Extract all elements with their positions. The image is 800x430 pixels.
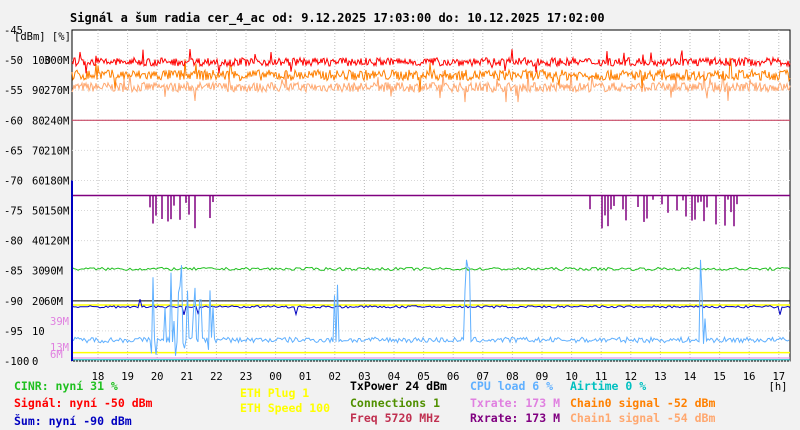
y-tick-dbm: -90 <box>4 296 23 308</box>
x-tick-label: 07 <box>476 371 489 383</box>
rate-label-39m: 39M <box>50 316 69 328</box>
y-tick-dbm: -85 <box>4 266 23 278</box>
y-tick-pct: 10 <box>32 326 45 338</box>
y-tick-rate: 210M <box>44 145 69 157</box>
y-tick-dbm: -45 <box>4 25 23 37</box>
x-tick-label: 21 <box>180 371 193 383</box>
x-tick-label: 15 <box>713 371 726 383</box>
y-tick-pct: 0 <box>32 356 38 368</box>
y-tick-pct: 80 <box>32 115 45 127</box>
y-tick-dbm: -55 <box>4 85 23 97</box>
x-tick-label: 13 <box>654 371 667 383</box>
x-tick-label: 23 <box>240 371 253 383</box>
y-tick-pct: 70 <box>32 145 45 157</box>
x-tick-label: 09 <box>536 371 549 383</box>
x-tick-label: 16 <box>743 371 756 383</box>
legend-connections: Connections 1 <box>350 396 441 410</box>
x-tick-label: 06 <box>447 371 460 383</box>
y-tick-dbm: -70 <box>4 175 23 187</box>
y-tick-rate: 90M <box>44 266 63 278</box>
y-tick-pct: 60 <box>32 175 45 187</box>
y-tick-pct: 20 <box>32 296 45 308</box>
y-tick-pct: 100 <box>32 55 51 67</box>
y-tick-dbm: -95 <box>4 326 23 338</box>
y-tick-rate: 120M <box>44 236 69 248</box>
legend-freq: Freq 5720 MHz <box>350 411 441 425</box>
y-tick-rate: 180M <box>44 175 69 187</box>
legend-signal: Signál: nyní -50 dBm <box>14 396 153 410</box>
rate-label-6m: 6M <box>50 349 63 361</box>
y-tick-pct: 50 <box>32 206 45 218</box>
x-tick-label: 22 <box>210 371 223 383</box>
chart-title: Signál a šum radia cer_4_ac od: 9.12.202… <box>70 11 605 25</box>
x-tick-label: 02 <box>328 371 341 383</box>
series-chain0 <box>71 57 791 92</box>
legend-eth-speed: ETH Speed 100 <box>240 401 331 415</box>
x-tick-label: 03 <box>358 371 371 383</box>
x-tick-label: 17 <box>772 371 785 383</box>
legend-chain1: Chain1 signal -54 dBm <box>570 411 716 425</box>
y-tick-dbm: -100 <box>4 356 29 368</box>
x-tick-label: 10 <box>565 371 578 383</box>
y-tick-rate: 60M <box>44 296 63 308</box>
y-tick-pct: 40 <box>32 236 45 248</box>
x-tick-label: 00 <box>269 371 282 383</box>
legend-txpower: TxPower 24 dBm <box>350 379 447 393</box>
y-unit-label: [dBm] [%] <box>14 31 71 43</box>
series-chain1 <box>71 70 791 103</box>
y-tick-dbm: -80 <box>4 236 23 248</box>
y-tick-rate: 150M <box>44 206 69 218</box>
legend-chain0: Chain0 signal -52 dBm <box>570 396 716 410</box>
y-tick-rate: 240M <box>44 115 69 127</box>
x-tick-label: 12 <box>624 371 637 383</box>
legend-cinr: CINR: nyní 31 % <box>14 379 118 393</box>
x-tick-label: 08 <box>506 371 519 383</box>
x-tick-label: 19 <box>121 371 134 383</box>
y-tick-dbm: -75 <box>4 206 23 218</box>
series-noise <box>71 299 791 317</box>
series-cinr <box>71 266 791 272</box>
x-tick-label: 04 <box>388 371 401 383</box>
y-tick-dbm: -65 <box>4 145 23 157</box>
legend-airtime: Airtime 0 % <box>570 379 647 393</box>
series-signal <box>71 48 791 74</box>
legend-noise: Šum: nyní -90 dBm <box>14 414 132 428</box>
series-cpu <box>71 259 790 356</box>
x-tick-label: 14 <box>684 371 697 383</box>
y-tick-dbm: -60 <box>4 115 23 127</box>
y-tick-dbm: -50 <box>4 55 23 67</box>
x-unit-label: [h] <box>769 381 788 393</box>
y-tick-pct: 30 <box>32 266 45 278</box>
y-tick-rate: 300M <box>44 55 69 67</box>
x-tick-label: 11 <box>595 371 608 383</box>
legend-txrate: Txrate: 173 M <box>470 396 561 410</box>
x-tick-label: 05 <box>417 371 430 383</box>
y-tick-rate: 270M <box>44 85 69 97</box>
x-tick-label: 20 <box>151 371 164 383</box>
rate-label-13m: 13M <box>50 342 69 354</box>
x-tick-label: 01 <box>299 371 312 383</box>
x-tick-label: 18 <box>92 371 105 383</box>
legend-rxrate: Rxrate: 173 M <box>470 411 561 425</box>
legend-cpu: CPU load 6 % <box>470 379 554 393</box>
y-tick-pct: 90 <box>32 85 45 97</box>
legend-eth-plug: ETH Plug 1 <box>240 386 310 400</box>
